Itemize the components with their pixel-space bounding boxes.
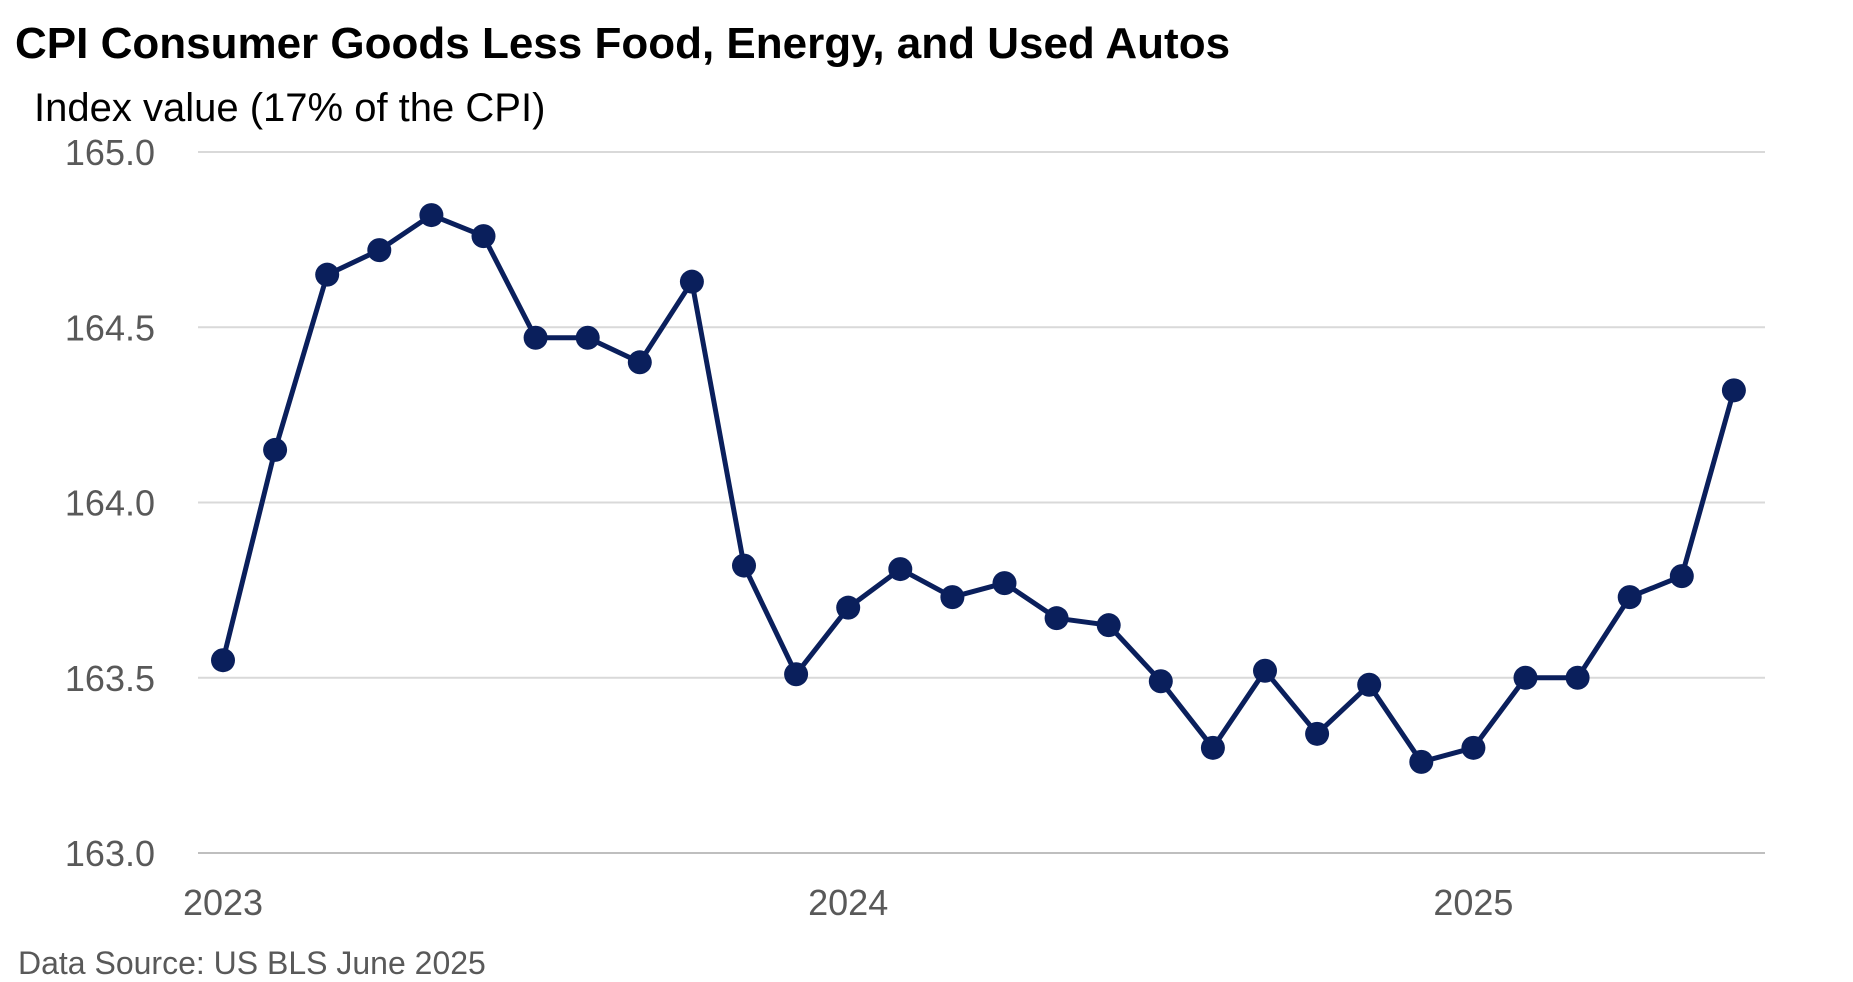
data-point — [315, 262, 340, 287]
x-tick-label: 2024 — [808, 882, 888, 923]
data-point — [1357, 672, 1382, 697]
y-tick-label: 164.5 — [65, 307, 155, 348]
data-point — [523, 325, 548, 350]
data-source-note: Data Source: US BLS June 2025 — [18, 945, 486, 981]
data-point — [732, 553, 756, 578]
data-point — [679, 269, 704, 294]
data-point — [1409, 749, 1434, 774]
data-point — [1200, 735, 1225, 760]
y-axis-label: Index value (17% of the CPI) — [34, 86, 545, 130]
data-series — [211, 203, 1746, 774]
data-point — [940, 585, 965, 610]
data-point — [1669, 564, 1694, 589]
data-point — [1565, 665, 1590, 690]
data-point — [1617, 585, 1642, 610]
y-tick-label: 164.0 — [65, 483, 155, 524]
data-point — [211, 648, 235, 673]
data-point — [1513, 665, 1538, 690]
data-point — [471, 224, 496, 249]
x-tick-label: 2025 — [1433, 882, 1513, 923]
data-point — [1721, 378, 1746, 403]
data-point — [1096, 613, 1121, 638]
y-tick-label: 163.5 — [65, 658, 155, 699]
y-axis-ticks: 163.0 163.5 164.0 164.5 165.0 — [65, 132, 155, 874]
data-point — [1253, 658, 1277, 683]
series-line — [220, 212, 1737, 765]
data-point — [888, 557, 913, 582]
data-point — [836, 595, 861, 620]
y-tick-label: 163.0 — [65, 833, 155, 874]
chart-title: CPI Consumer Goods Less Food, Energy, an… — [15, 19, 1230, 68]
x-tick-label: 2023 — [183, 882, 263, 923]
data-point — [419, 203, 444, 228]
data-point — [263, 437, 288, 462]
gridlines — [198, 151, 1765, 854]
data-point — [367, 238, 392, 263]
y-tick-label: 165.0 — [65, 132, 155, 173]
data-point — [575, 325, 600, 350]
data-point — [627, 350, 652, 375]
data-point — [1148, 669, 1173, 694]
data-point — [1461, 735, 1486, 760]
data-point — [784, 662, 809, 687]
data-point — [1305, 721, 1330, 746]
data-point — [1044, 606, 1069, 631]
data-point — [992, 571, 1017, 596]
x-axis-ticks: 2023 2024 2025 — [183, 882, 1513, 923]
